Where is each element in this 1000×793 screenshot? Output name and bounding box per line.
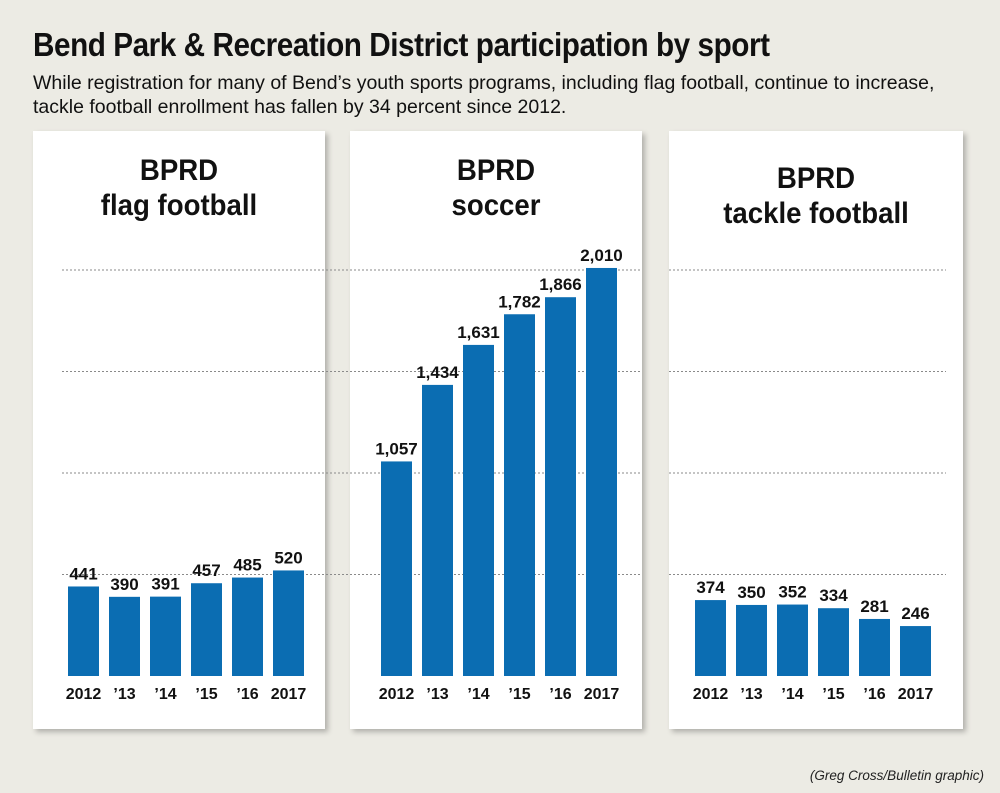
bar — [68, 586, 99, 676]
x-tick-label: 2017 — [584, 686, 620, 703]
bar — [422, 384, 453, 676]
data-label: 352 — [778, 583, 806, 602]
x-tick-label: ’15 — [508, 686, 530, 703]
credit: (Greg Cross/Bulletin graphic) — [809, 768, 984, 783]
bar — [504, 314, 535, 676]
bar — [191, 583, 222, 676]
bar — [777, 604, 808, 676]
bar — [150, 596, 181, 676]
data-label: 2,010 — [580, 246, 623, 265]
bar — [109, 596, 140, 676]
data-label: 246 — [901, 604, 929, 623]
x-tick-label: ’14 — [781, 686, 803, 703]
panel-title-line-1: BPRD — [776, 162, 856, 195]
data-label: 281 — [860, 597, 888, 616]
bar — [381, 461, 412, 676]
bar — [900, 626, 931, 676]
bar — [463, 344, 494, 676]
data-label: 520 — [274, 548, 302, 567]
data-label: 390 — [110, 575, 138, 594]
x-tick-label: ’15 — [195, 686, 217, 703]
x-tick-label: ’13 — [426, 686, 448, 703]
data-label: 350 — [737, 583, 765, 602]
x-tick-label: ’13 — [113, 686, 135, 703]
data-label: 485 — [233, 556, 261, 575]
panel-title-line-1: BPRD — [456, 154, 536, 187]
bar — [859, 618, 890, 676]
bar — [273, 570, 304, 676]
x-tick-label: 2017 — [271, 686, 307, 703]
x-tick-label: ’15 — [822, 686, 844, 703]
panel-title-line-2: soccer — [451, 189, 541, 222]
data-label: 374 — [696, 578, 725, 597]
x-tick-label: 2017 — [898, 686, 934, 703]
panel-title-line-1: BPRD — [139, 154, 219, 187]
chart-title: Bend Park & Recreation District particip… — [33, 26, 770, 63]
bar — [736, 604, 767, 676]
data-label: 334 — [819, 586, 848, 605]
bar — [695, 600, 726, 676]
x-tick-label: ’16 — [863, 686, 885, 703]
data-label: 441 — [69, 564, 97, 583]
bar — [586, 267, 617, 676]
data-label: 391 — [151, 575, 179, 594]
data-label: 1,057 — [375, 439, 418, 458]
chart-subtitle: While registration for many of Bend’s yo… — [33, 72, 935, 118]
x-tick-label: ’16 — [236, 686, 258, 703]
x-tick-label: ’13 — [740, 686, 762, 703]
data-label: 1,434 — [416, 363, 459, 382]
panel-title: BPRD tackle football — [681, 161, 951, 231]
data-label: 457 — [192, 561, 220, 580]
bar — [545, 297, 576, 676]
x-tick-label: 2012 — [693, 686, 729, 703]
panel-title: BPRD soccer — [362, 153, 631, 223]
data-label: 1,866 — [539, 275, 582, 294]
data-label: 1,782 — [498, 292, 541, 311]
panel-title-line-2: flag football — [100, 189, 258, 222]
x-tick-label: ’16 — [549, 686, 571, 703]
bar — [818, 608, 849, 676]
x-tick-label: 2012 — [66, 686, 102, 703]
data-label: 1,631 — [457, 323, 500, 342]
x-tick-label: 2012 — [379, 686, 415, 703]
x-tick-label: ’14 — [154, 686, 176, 703]
panel-title-line-2: tackle football — [723, 197, 909, 230]
x-tick-label: ’14 — [467, 686, 489, 703]
panel-title: BPRD flag football — [45, 153, 314, 223]
bar — [232, 577, 263, 676]
